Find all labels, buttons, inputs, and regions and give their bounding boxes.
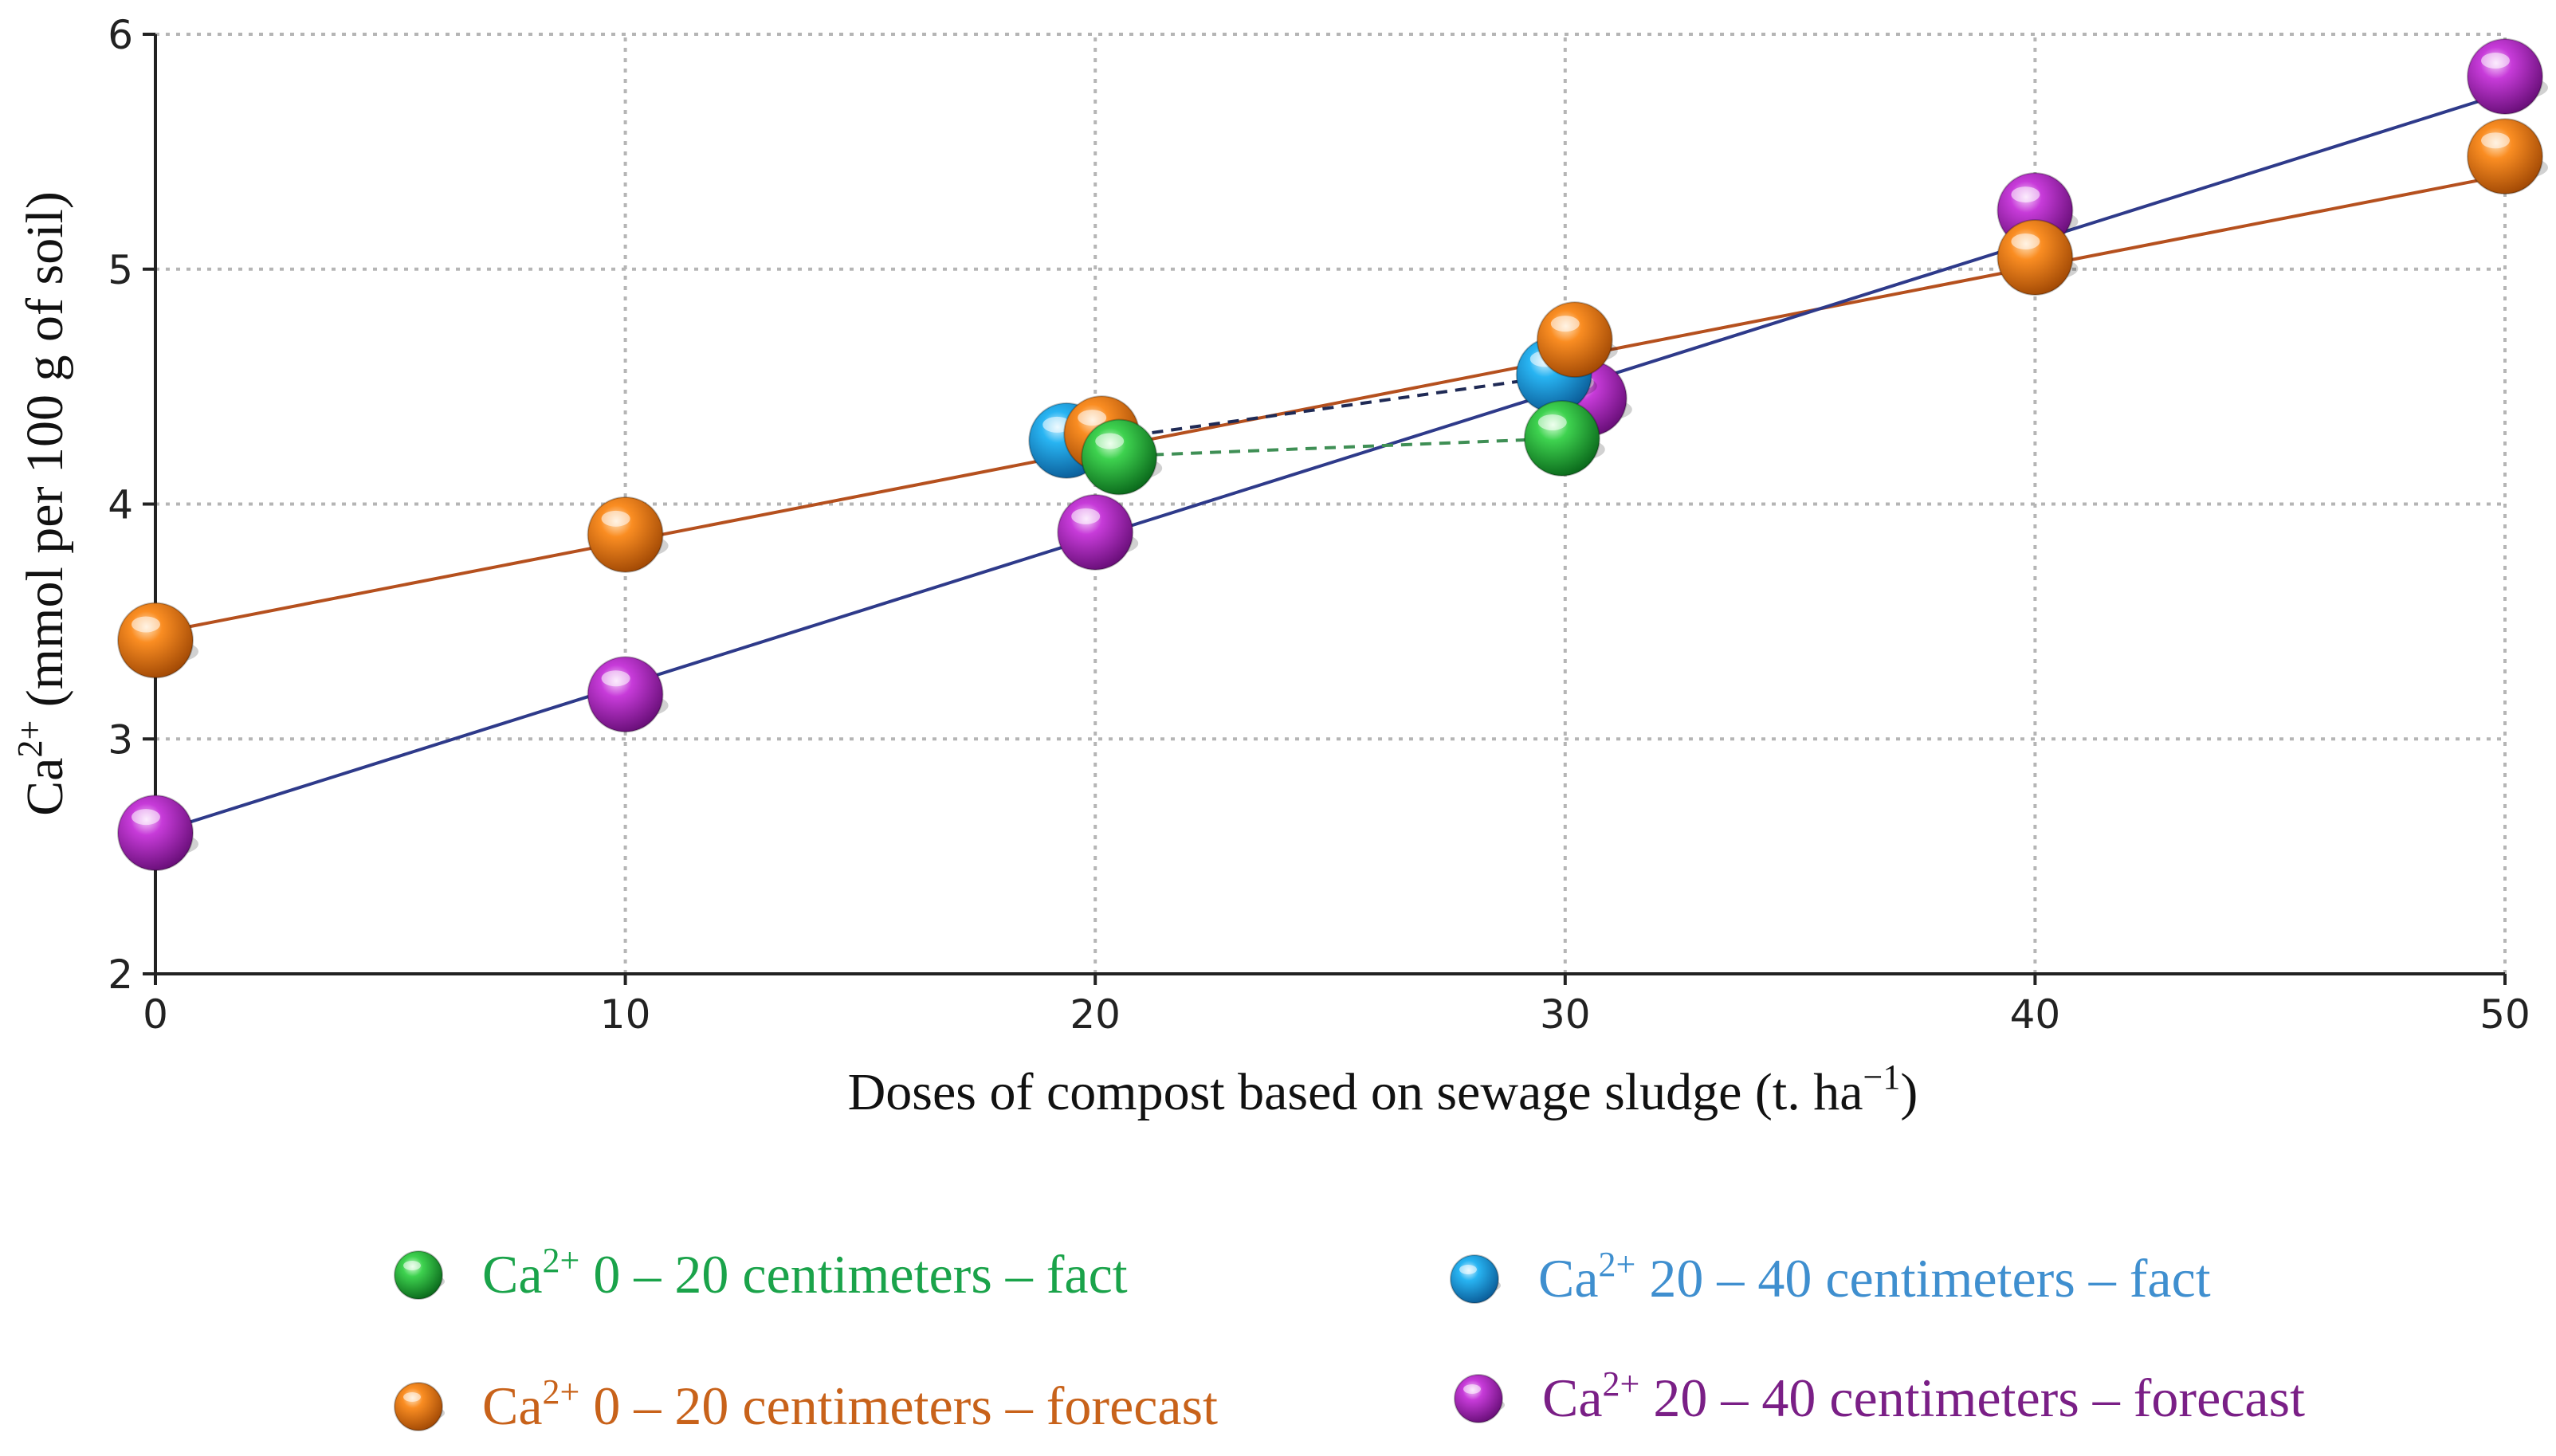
trend_0_20-line bbox=[155, 173, 2506, 635]
data-points bbox=[117, 38, 2548, 872]
legend: Ca2+ 0 – 20 centimeters – fact Ca2+ 20 – … bbox=[394, 1241, 2305, 1436]
x-tick-label-0: 0 bbox=[143, 991, 168, 1038]
forecast_0_20-point-30 bbox=[1536, 301, 1618, 379]
forecast_0_20-point-50 bbox=[2467, 118, 2548, 195]
legend-marker-forecast_0_20 bbox=[394, 1382, 445, 1431]
legend-label-forecast_0_20: Ca2+ 0 – 20 centimeters – forecast bbox=[482, 1372, 1218, 1436]
legend-marker-fact_0_20 bbox=[394, 1250, 445, 1300]
fact-lines bbox=[1094, 373, 1566, 459]
x-tick-label-40: 40 bbox=[2010, 991, 2061, 1038]
x-tick-label-20: 20 bbox=[1070, 991, 1121, 1038]
x-tick-label-10: 10 bbox=[600, 991, 651, 1038]
y-tick-label-5: 5 bbox=[108, 247, 133, 293]
x-tick-label-30: 30 bbox=[1540, 991, 1591, 1038]
forecast_20_40-point-10 bbox=[587, 656, 669, 733]
legend-marker-forecast_20_40 bbox=[1454, 1374, 1505, 1423]
y-tick-label-2: 2 bbox=[108, 952, 133, 998]
y-tick-label-3: 3 bbox=[108, 716, 133, 763]
trend-lines bbox=[155, 91, 2506, 835]
legend-marker-fact_20_40 bbox=[1450, 1254, 1501, 1304]
legend-label-forecast_20_40: Ca2+ 20 – 40 centimeters – forecast bbox=[1542, 1364, 2305, 1428]
legend-label-fact_20_40: Ca2+ 20 – 40 centimeters – fact bbox=[1538, 1245, 2211, 1309]
forecast_20_40-point-50 bbox=[2467, 38, 2548, 116]
forecast_20_40-point-20 bbox=[1057, 493, 1139, 571]
trend_20_40-line bbox=[155, 91, 2506, 835]
fact_20_40-dashed-line bbox=[1094, 373, 1566, 442]
y-tick-labels: 2 3 4 5 6 bbox=[108, 12, 155, 998]
legend-item-fact_20_40: Ca2+ 20 – 40 centimeters – fact bbox=[1450, 1245, 2211, 1309]
legend-item-forecast_20_40: Ca2+ 20 – 40 centimeters – forecast bbox=[1454, 1364, 2305, 1428]
x-tick-labels: 0 10 20 30 40 50 bbox=[143, 974, 2530, 1038]
y-axis-title: Ca2+ (mmol per 100 g of soil) bbox=[10, 191, 74, 816]
y-tick-label-6: 6 bbox=[108, 12, 133, 58]
fact_0_20-point-20 bbox=[1081, 418, 1163, 496]
forecast_20_40-point-0 bbox=[117, 795, 198, 872]
legend-label-fact_0_20: Ca2+ 0 – 20 centimeters – fact bbox=[482, 1241, 1128, 1305]
x-tick-label-50: 50 bbox=[2479, 991, 2530, 1038]
fact_0_20-point-30 bbox=[1523, 399, 1605, 477]
fact_0_20-dashed-line bbox=[1095, 436, 1565, 459]
x-axis-title: Doses of compost based on sewage sludge … bbox=[848, 1058, 1918, 1121]
forecast_0_20-point-10 bbox=[587, 496, 669, 573]
legend-item-forecast_0_20: Ca2+ 0 – 20 centimeters – forecast bbox=[394, 1372, 1218, 1436]
forecast_0_20-point-0 bbox=[117, 602, 198, 679]
grid bbox=[155, 33, 2507, 974]
forecast_0_20-point-40 bbox=[1997, 219, 2079, 296]
legend-item-fact_0_20: Ca2+ 0 – 20 centimeters – fact bbox=[394, 1241, 1128, 1305]
y-tick-label-4: 4 bbox=[108, 482, 133, 528]
